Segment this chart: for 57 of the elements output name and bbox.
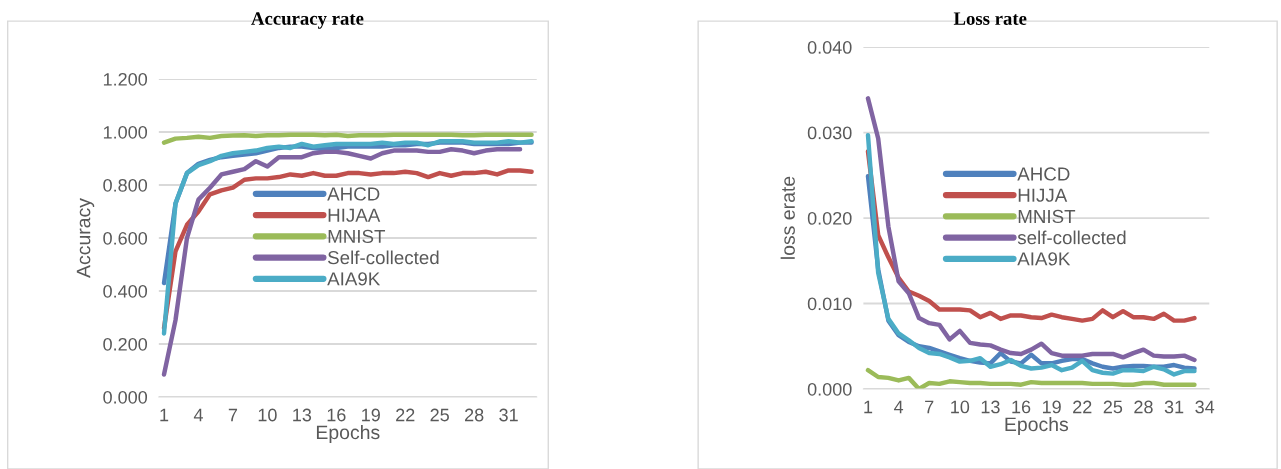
y-tick-label: 0.000 <box>103 390 148 404</box>
x-tick-label: 1 <box>160 408 169 422</box>
legend-label: HIJAA <box>328 208 381 222</box>
line-series <box>865 132 1197 377</box>
y-tick-label: 0.000 <box>807 382 852 396</box>
y-tick-label: 0.040 <box>807 41 852 54</box>
legend-label: AHCD <box>327 187 380 201</box>
x-tick-label: 4 <box>893 400 904 414</box>
x-tick-label: 10 <box>258 408 277 422</box>
line-series <box>161 139 534 336</box>
y-tick-label: 0.020 <box>807 211 852 225</box>
x-tick-label: 13 <box>293 408 312 422</box>
legend-label: AIA9K <box>1017 252 1071 266</box>
x-axis-title: Epochs <box>316 424 380 444</box>
legend-label: Self-collected <box>327 250 439 265</box>
x-tick-label: 19 <box>1042 400 1061 414</box>
y-tick-label: 0.600 <box>103 231 148 245</box>
chart-title: Loss rate <box>953 12 1027 25</box>
x-tick-label: 22 <box>1073 400 1092 414</box>
x-tick-label: 31 <box>1164 400 1184 414</box>
line-series <box>865 96 1197 363</box>
x-tick-label: 16 <box>327 408 346 422</box>
line-series <box>161 132 534 145</box>
chart-title: Accuracy rate <box>251 12 364 29</box>
legend-label: AIA9K <box>327 272 381 286</box>
x-tick-label: 10 <box>951 400 970 414</box>
x-tick-label: 25 <box>1103 400 1123 414</box>
legend-label: AHCD <box>1017 167 1070 181</box>
x-tick-label: 7 <box>925 400 934 414</box>
line-series <box>161 147 523 377</box>
x-tick-label: 31 <box>499 408 518 422</box>
x-tick-label: 19 <box>362 408 380 422</box>
x-tick-label: 28 <box>465 408 484 422</box>
x-axis-title: Epochs <box>1005 416 1069 436</box>
legend-label: MNIST <box>328 229 386 244</box>
y-tick-label: 1.000 <box>103 125 148 139</box>
x-tick-label: 16 <box>1012 400 1031 414</box>
x-tick-label: 7 <box>228 408 238 422</box>
legend-label: HIJJA <box>1018 188 1068 202</box>
x-tick-label: 1 <box>864 400 873 414</box>
y-tick-label: 0.200 <box>103 337 148 351</box>
x-tick-label: 34 <box>1195 400 1215 414</box>
x-tick-label: 28 <box>1134 400 1153 414</box>
y-axis-title: Accuracy <box>76 198 95 278</box>
y-tick-label: 0.800 <box>103 178 148 192</box>
line-series <box>865 367 1197 389</box>
x-tick-label: 25 <box>430 408 449 422</box>
y-tick-label: 1.200 <box>103 72 148 86</box>
x-tick-label: 22 <box>396 408 415 422</box>
legend-label: self-collected <box>1017 230 1126 245</box>
y-axis-title: loss erate <box>780 176 795 259</box>
y-tick-label: 0.030 <box>807 126 852 140</box>
x-tick-label: 13 <box>981 400 1000 414</box>
x-tick-label: 4 <box>193 408 203 422</box>
legend-label: MNIST <box>1018 209 1076 224</box>
y-tick-label: 0.010 <box>807 297 852 311</box>
y-tick-label: 0.400 <box>103 284 148 298</box>
